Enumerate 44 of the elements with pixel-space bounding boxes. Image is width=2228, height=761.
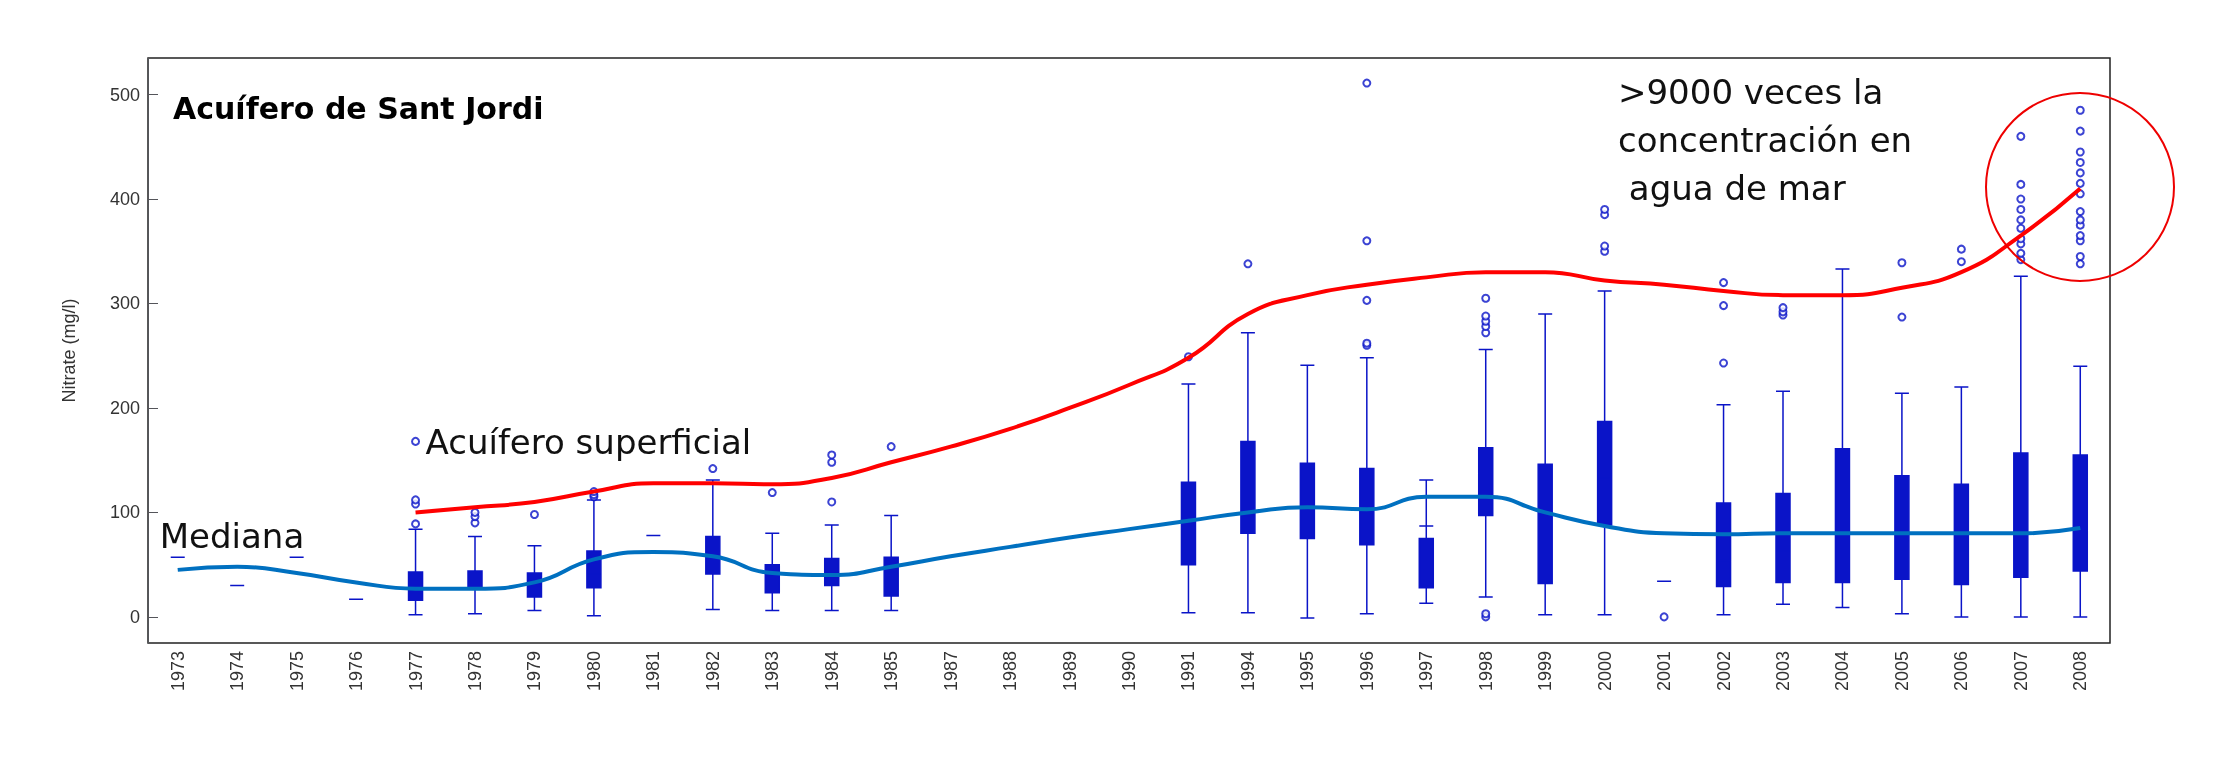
x-tick-label: 1976 bbox=[346, 651, 367, 692]
x-tick-label: 1994 bbox=[1237, 651, 1258, 692]
x-tick-label: 2003 bbox=[1773, 651, 1793, 692]
x-tick-label: 1997 bbox=[1416, 651, 1437, 692]
x-tick-label: 2004 bbox=[1832, 651, 1853, 692]
x-tick-label: 1974 bbox=[227, 651, 248, 692]
x-tick-label: 1982 bbox=[702, 651, 723, 692]
x-tick-label: 1975 bbox=[286, 651, 307, 692]
y-tick-label: 300 bbox=[109, 293, 140, 314]
x-tick-label: 2007 bbox=[2010, 651, 2031, 692]
x-tick-label: 1979 bbox=[524, 651, 545, 692]
y-tick-label: 200 bbox=[109, 397, 140, 418]
x-tick-label: 2000 bbox=[1594, 651, 1615, 692]
x-tick-label: 1998 bbox=[1475, 651, 1496, 692]
series-label: Acuífero superficial bbox=[425, 422, 752, 463]
x-tick-label: 1989 bbox=[1059, 651, 1080, 692]
y-axis-title: Nitrate (mg/l) bbox=[59, 298, 79, 403]
x-tick-label: 1988 bbox=[1000, 651, 1021, 692]
x-tick-label: 1983 bbox=[762, 651, 783, 692]
x-tick-label: 2001 bbox=[1654, 651, 1675, 692]
y-tick-label: 500 bbox=[109, 84, 140, 105]
x-tick-label: 2002 bbox=[1713, 651, 1734, 692]
x-tick-label: 1995 bbox=[1297, 651, 1318, 692]
y-tick-label: 0 bbox=[129, 606, 140, 627]
x-tick-label: 1984 bbox=[821, 651, 842, 692]
y-tick-label: 400 bbox=[109, 189, 140, 210]
series-label: Mediana bbox=[159, 515, 305, 556]
x-tick-label: 1996 bbox=[1356, 651, 1377, 692]
x-tick-label: 1991 bbox=[1178, 651, 1199, 692]
x-tick-label: 1999 bbox=[1535, 651, 1556, 692]
text: Acuífero de Sant Jordi bbox=[173, 90, 544, 126]
x-tick-label: 1977 bbox=[405, 651, 426, 692]
x-tick-label: 1980 bbox=[583, 651, 604, 692]
annotation: >9000 veces la concentración en agua de mar bbox=[1618, 72, 1913, 208]
x-tick-label: 2005 bbox=[1891, 651, 1912, 692]
x-tick-label: 2008 bbox=[2070, 651, 2091, 692]
x-tick-label: 1985 bbox=[881, 651, 902, 692]
x-tick-label: 1973 bbox=[167, 651, 188, 692]
x-tick-label: 1990 bbox=[1119, 651, 1139, 692]
x-tick-label: 2006 bbox=[1951, 651, 1972, 692]
y-tick-label: 100 bbox=[109, 502, 140, 523]
x-tick-label: 1987 bbox=[940, 651, 961, 692]
x-tick-label: 1978 bbox=[465, 651, 485, 692]
x-tick-label: 1981 bbox=[643, 651, 664, 692]
